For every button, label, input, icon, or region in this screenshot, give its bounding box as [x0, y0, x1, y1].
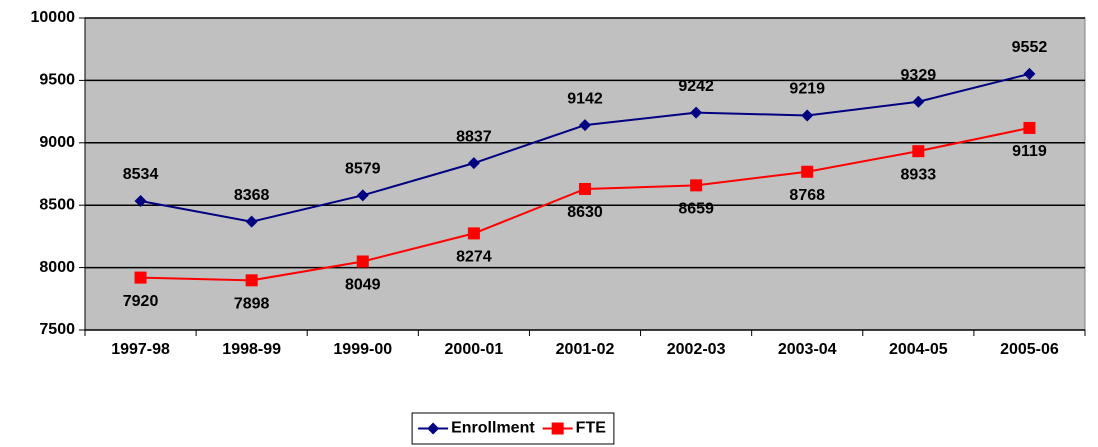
data-label: 8534 [123, 166, 159, 183]
x-tick-label: 1998-99 [222, 341, 281, 358]
marker [801, 109, 814, 122]
marker [356, 189, 369, 202]
data-label: 8933 [901, 166, 937, 183]
y-tick-label: 8000 [39, 259, 75, 276]
marker [1023, 121, 1036, 134]
data-label: 9219 [789, 81, 825, 98]
marker [245, 215, 258, 228]
marker [134, 194, 147, 207]
data-label: 9142 [567, 90, 603, 107]
marker [356, 255, 369, 268]
y-tick-label: 8500 [39, 196, 75, 213]
data-label: 8768 [789, 187, 825, 204]
data-label: 8049 [345, 277, 381, 294]
x-tick-label: 2002-03 [667, 341, 726, 358]
data-label: 9242 [678, 78, 714, 95]
data-label: 8368 [234, 187, 270, 204]
data-label: 8579 [345, 161, 381, 178]
marker [690, 106, 703, 119]
legend-label: Enrollment [451, 420, 535, 437]
marker [134, 271, 147, 284]
data-label: 8274 [456, 249, 492, 266]
marker [245, 274, 258, 287]
marker [912, 95, 925, 108]
x-tick-label: 1999-00 [333, 341, 392, 358]
x-tick-label: 2004-05 [889, 341, 948, 358]
x-tick-label: 1997-98 [111, 341, 170, 358]
legend: Enrollment FTE [411, 412, 615, 445]
y-tick-label: 7500 [39, 321, 75, 338]
y-tick-label: 9500 [39, 72, 75, 89]
data-label: 8837 [456, 128, 492, 145]
marker [427, 422, 440, 435]
x-tick-label: 2001-02 [556, 341, 615, 358]
marker [579, 119, 591, 132]
data-label: 9119 [1012, 143, 1047, 160]
marker [1023, 67, 1036, 80]
marker [690, 179, 703, 192]
data-label: 7898 [234, 296, 270, 313]
marker [579, 182, 591, 195]
data-label: 9552 [1012, 39, 1048, 56]
y-tick-label: 9000 [39, 134, 75, 151]
x-tick-label: 2005-06 [1000, 341, 1059, 358]
x-tick-label: 2003-04 [778, 341, 837, 358]
marker [551, 422, 564, 435]
data-label: 8659 [678, 201, 714, 218]
data-label: 9329 [901, 67, 937, 84]
data-label: 8630 [567, 204, 603, 221]
marker [467, 227, 480, 240]
marker [467, 157, 480, 170]
x-tick-label: 2000-01 [445, 341, 504, 358]
y-tick-label: 10000 [31, 9, 76, 26]
data-label: 7920 [123, 293, 159, 310]
marker [912, 145, 925, 158]
legend-label: FTE [576, 420, 607, 437]
marker [801, 165, 814, 178]
